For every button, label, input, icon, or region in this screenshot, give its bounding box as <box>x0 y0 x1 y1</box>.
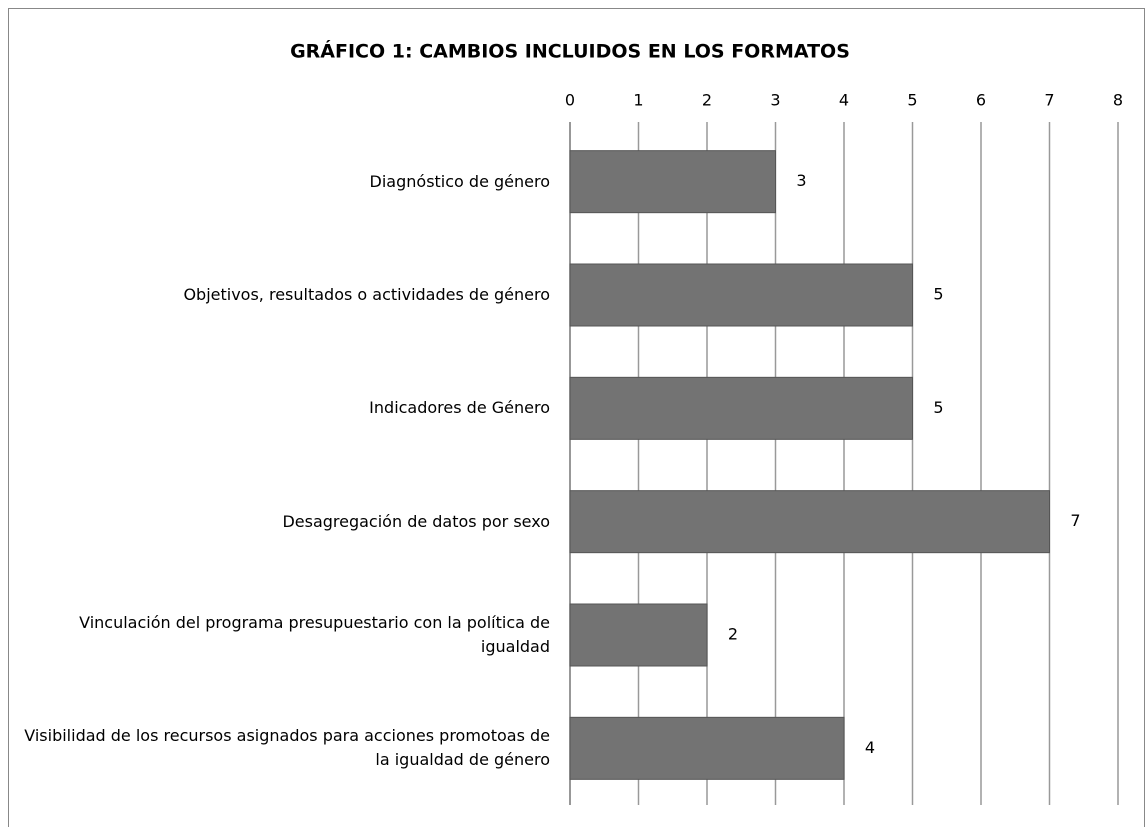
x-tick-label: 5 <box>907 91 917 110</box>
bar <box>569 150 776 214</box>
y-tick-label: Desagregación de datos por sexo <box>282 511 550 531</box>
chart-title: GRÁFICO 1: CAMBIOS INCLUIDOS EN LOS FORM… <box>290 40 850 63</box>
data-label: 4 <box>865 738 875 757</box>
y-tick-label: Visibilidad de los recursos asignados pa… <box>24 726 550 770</box>
x-tick-label: 0 <box>565 91 575 110</box>
data-label: 2 <box>728 625 738 644</box>
data-label: 3 <box>796 171 806 190</box>
x-tick-label: 6 <box>976 91 986 110</box>
frame <box>8 8 1145 827</box>
bar <box>569 716 845 780</box>
bar <box>569 490 1050 554</box>
data-label: 7 <box>1070 511 1080 530</box>
y-tick-label: Indicadores de Género <box>369 398 550 418</box>
data-label: 5 <box>933 285 943 304</box>
bar <box>569 603 708 667</box>
x-tick-label: 8 <box>1113 91 1123 110</box>
y-tick-label: Objetivos, resultados o actividades de g… <box>183 285 550 304</box>
x-tick-label: 3 <box>770 91 780 110</box>
x-tick-label: 2 <box>702 91 712 110</box>
y-tick-label: Diagnóstico de género <box>369 171 550 191</box>
y-tick-label: Vinculación del programa presupuestario … <box>79 613 550 656</box>
x-tick-label: 4 <box>839 91 849 110</box>
data-label: 5 <box>933 398 943 417</box>
bar <box>569 263 913 327</box>
bar <box>569 376 913 440</box>
x-tick-label: 1 <box>633 91 643 110</box>
x-tick-label: 7 <box>1044 91 1054 110</box>
